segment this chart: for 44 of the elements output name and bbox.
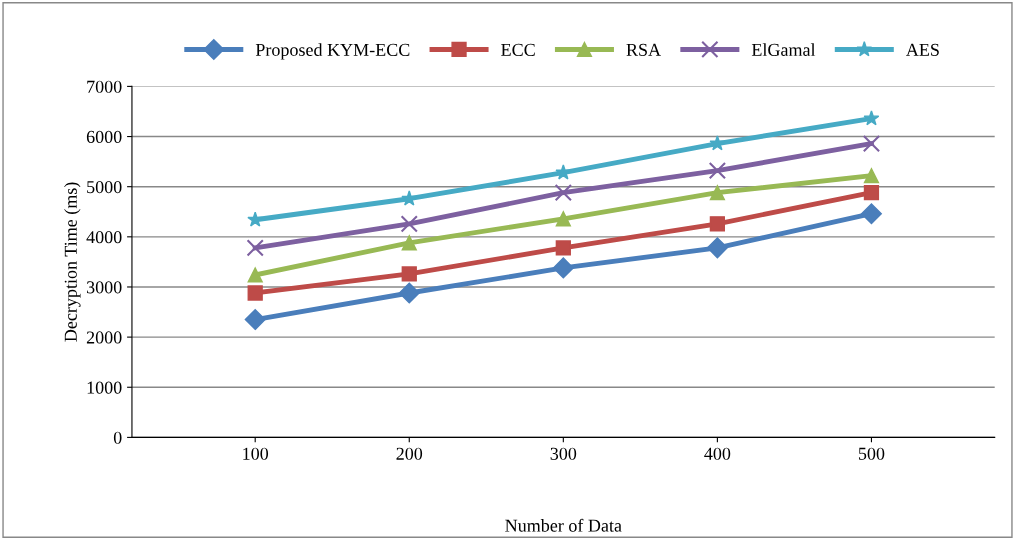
legend-label: ECC bbox=[501, 43, 535, 56]
x-tick-label: 100 bbox=[243, 447, 269, 460]
point bbox=[246, 239, 264, 257]
point bbox=[247, 285, 263, 301]
point bbox=[709, 185, 726, 201]
y-tick-label: 5000 bbox=[87, 180, 122, 194]
y-tick-label: 2000 bbox=[86, 331, 122, 344]
point bbox=[863, 110, 880, 126]
x-tick-label: 400 bbox=[704, 447, 731, 460]
point bbox=[401, 235, 417, 251]
y-tick-label: 0 bbox=[113, 431, 122, 444]
legend-label: AES bbox=[906, 43, 939, 56]
point bbox=[247, 267, 263, 283]
point bbox=[863, 185, 880, 201]
point bbox=[398, 282, 420, 304]
point bbox=[709, 135, 726, 151]
y-tick-label: 6000 bbox=[86, 130, 122, 143]
point bbox=[862, 134, 881, 153]
point bbox=[706, 237, 728, 259]
x-axis-title: Number of Data bbox=[505, 518, 622, 532]
point bbox=[400, 215, 418, 233]
y-tick-label: 3000 bbox=[86, 281, 122, 294]
legend-label: RSA bbox=[626, 43, 661, 56]
point bbox=[863, 168, 880, 184]
legend-label: ElGamal bbox=[751, 43, 816, 56]
point bbox=[552, 257, 574, 279]
x-tick-label: 200 bbox=[396, 447, 423, 460]
point bbox=[555, 240, 571, 256]
y-tick-label: 4000 bbox=[86, 231, 122, 244]
point bbox=[244, 309, 266, 331]
legend-label: Proposed KYM-ECC bbox=[255, 43, 410, 60]
x-tick-label: 500 bbox=[858, 447, 885, 460]
x-tick-label: 300 bbox=[550, 447, 577, 460]
y-axis-title: Decryption Time (ms) bbox=[64, 182, 81, 342]
point bbox=[554, 184, 572, 202]
y-tick-label: 7000 bbox=[87, 80, 122, 93]
point bbox=[708, 161, 727, 180]
y-tick-label: 1000 bbox=[87, 381, 122, 394]
point bbox=[555, 211, 571, 227]
point bbox=[401, 190, 418, 206]
point bbox=[709, 216, 726, 232]
point bbox=[860, 203, 882, 225]
point bbox=[401, 266, 417, 282]
point bbox=[247, 211, 264, 227]
